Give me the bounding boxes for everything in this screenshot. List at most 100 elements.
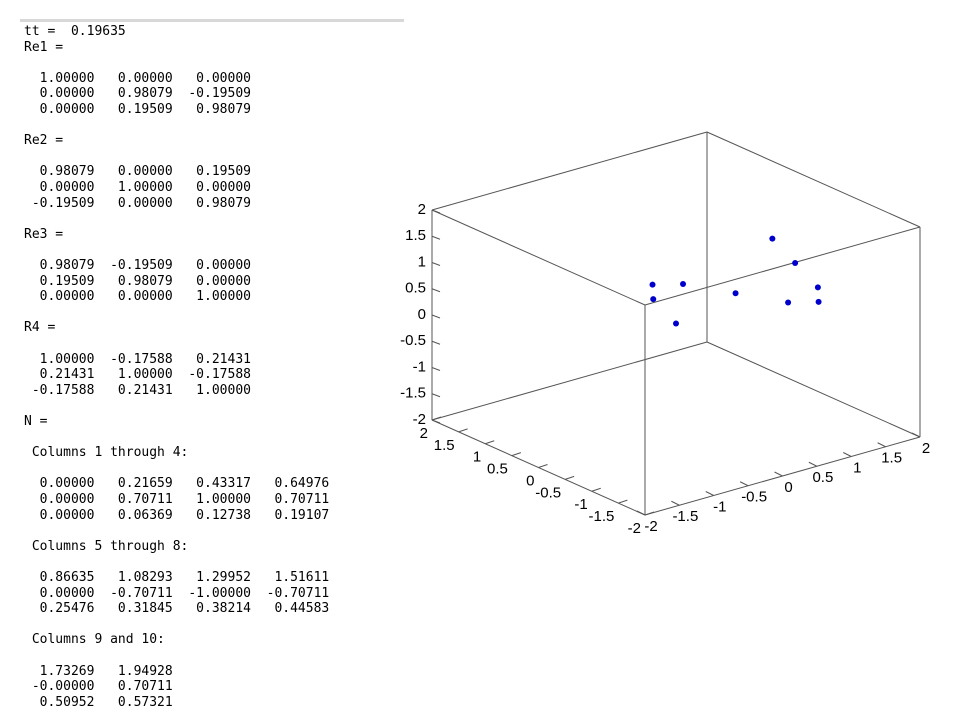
point (673, 320, 679, 327)
x-tick-label: -2 (644, 518, 657, 535)
z-tick-label: -1.5 (400, 385, 426, 402)
y-tick (564, 475, 575, 480)
variable-name: N = (24, 414, 48, 429)
x-tick-label: 2 (922, 440, 930, 457)
z-tick-label: 1.5 (405, 227, 426, 244)
matrix-row: 1.00000 0.00000 0.00000 (24, 70, 251, 86)
y-tick-label: 0.5 (487, 461, 508, 478)
z-tick-label: 0.5 (405, 280, 426, 297)
z-tick (431, 262, 441, 266)
x-tick-label: -1 (713, 498, 726, 515)
y-tick-label: -2 (628, 520, 641, 537)
y-tick (458, 428, 468, 433)
column-heading: Columns 9 and 10: (24, 632, 165, 648)
matrix-row: 0.00000 0.19509 0.98079 (24, 102, 251, 117)
z-tick (431, 340, 441, 345)
matrix-row: 0.00000 0.06369 0.12738 0.19107 (24, 507, 330, 523)
z-tick-label: -0.5 (400, 332, 426, 349)
x-tick-label: 0.5 (812, 469, 833, 486)
y-tick (591, 487, 601, 492)
console-line: tt = 0.19635 (24, 24, 126, 39)
y-tick-label: 1 (473, 449, 481, 466)
point (769, 235, 776, 242)
variable-name: Re3 = (24, 226, 64, 242)
x-tick (705, 491, 714, 496)
box-edge (431, 131, 708, 211)
y-tick (618, 499, 628, 504)
x-tick-label: -0.5 (741, 489, 767, 506)
x-tick (911, 432, 921, 438)
matrix-row: -0.17588 0.21431 1.00000 (24, 382, 251, 398)
z-tick (431, 288, 441, 293)
x-tick (739, 481, 749, 487)
x-tick-label: 1 (853, 459, 861, 476)
y-tick-label: -0.5 (535, 484, 561, 501)
y-tick-label: -1 (574, 496, 587, 513)
z-tick (431, 367, 441, 371)
point (732, 290, 739, 297)
window-border (20, 19, 404, 22)
x-tick-label: 1.5 (881, 450, 902, 467)
matrix-row: 0.00000 1.00000 0.00000 (24, 180, 251, 195)
matrix-row: 0.00000 0.98079 -0.19509 (24, 86, 251, 102)
matrix-row: 0.00000 -0.70711 -1.00000 -0.70711 (24, 585, 330, 601)
y-tick (644, 511, 655, 516)
y-tick-label: 2 (420, 425, 428, 442)
point (814, 284, 821, 291)
point (680, 281, 687, 288)
y-tick (485, 440, 495, 445)
y-tick (511, 452, 522, 457)
z-tick-label: 1 (418, 253, 426, 270)
x-tick (843, 452, 852, 457)
matrix-row: 0.19509 0.98079 0.00000 (24, 273, 251, 289)
point (815, 298, 822, 305)
y-tick-label: 1.5 (434, 437, 455, 454)
matrix-row: 0.98079 -0.19509 0.00000 (24, 258, 251, 273)
column-heading: Columns 5 through 8: (24, 538, 189, 554)
variable-name: R4 = (24, 320, 56, 336)
box-edge (431, 209, 646, 306)
matrix-row: 0.00000 0.00000 1.00000 (24, 289, 251, 305)
box-edge (706, 341, 921, 438)
y-tick (538, 464, 548, 468)
point (649, 281, 656, 288)
z-tick-label: -2 (413, 411, 426, 428)
y-tick-label: 0 (526, 472, 534, 489)
point (785, 299, 792, 306)
column-heading: Columns 1 through 4: (24, 445, 189, 461)
matrix-row: 0.21431 1.00000 -0.17588 (24, 367, 251, 383)
variable-name: Re1 = (24, 39, 64, 55)
x-tick (808, 461, 818, 467)
z-tick (431, 393, 441, 398)
matrix-row: 0.50952 0.57321 (24, 694, 173, 710)
x-tick (636, 510, 646, 516)
matrix-row: 0.98079 0.00000 0.19509 (24, 164, 251, 180)
x-tick (877, 442, 886, 448)
point (650, 296, 657, 303)
box-edge (644, 226, 921, 306)
matrix-row: 1.73269 1.94928 (24, 663, 173, 679)
matrix-row: 0.00000 0.21659 0.43317 0.64976 (24, 476, 330, 492)
y-tick (431, 416, 442, 421)
box-edge (706, 131, 921, 228)
z-tick-label: 2 (418, 201, 426, 218)
matrix-row: 0.25476 0.31845 0.38214 0.44583 (24, 601, 330, 617)
matrix-row: -0.19509 0.00000 0.98079 (24, 195, 251, 211)
matrix-row: 0.86635 1.08293 1.29952 1.51611 (24, 570, 330, 585)
matrix-row: -0.00000 0.70711 (24, 679, 173, 695)
matrix-row: 0.00000 0.70711 1.00000 0.70711 (24, 492, 330, 507)
y-tick-label: -1.5 (589, 508, 615, 525)
matrix-row: 1.00000 -0.17588 0.21431 (24, 351, 251, 367)
z-tick-label: 0 (418, 306, 426, 323)
z-tick (431, 419, 441, 424)
x-tick-label: 0 (784, 479, 792, 496)
z-tick (431, 235, 441, 240)
box-edge (431, 341, 708, 421)
x-tick-label: -1.5 (672, 508, 698, 525)
variable-name: Re2 = (24, 133, 64, 149)
point (792, 259, 799, 266)
z-tick-label: -1 (413, 358, 426, 375)
z-tick (431, 209, 441, 214)
z-tick (431, 314, 441, 319)
